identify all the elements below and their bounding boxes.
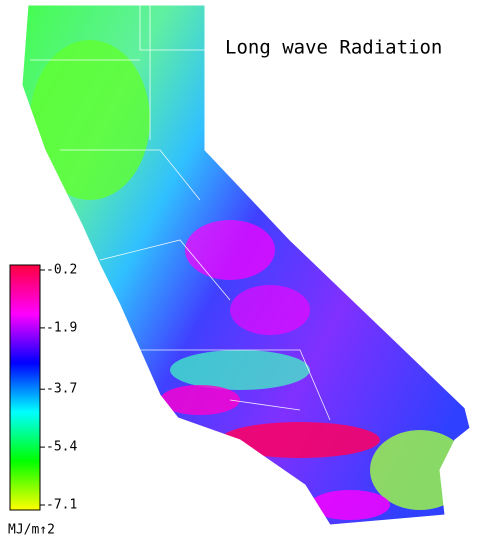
colorbar-tick-label: -1.9 <box>46 320 77 335</box>
state-outline <box>21 4 471 526</box>
colorbar-tick-label: -0.2 <box>46 263 77 278</box>
colorbar-tick-label: -5.4 <box>46 440 77 455</box>
colorbar-tick-label: -3.7 <box>46 382 77 397</box>
colorbar-tick-label: -7.1 <box>46 498 77 513</box>
map-title: Long wave Radiation <box>225 37 442 59</box>
colorbar-unit: MJ/m↑2 <box>8 523 55 538</box>
colorbar <box>9 264 41 511</box>
county-lines <box>30 5 331 421</box>
